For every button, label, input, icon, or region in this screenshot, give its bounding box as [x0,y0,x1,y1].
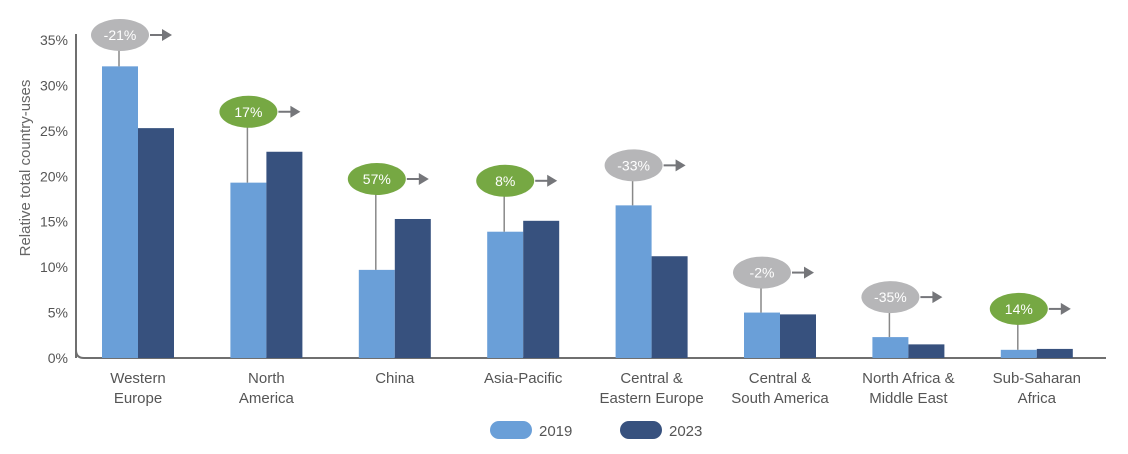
legend-label: 2023 [669,423,702,440]
arrow-icon [804,266,814,279]
change-label: 8% [495,173,515,189]
arrow-icon [418,172,429,185]
change-label: -21% [104,27,137,43]
category-label: North [248,370,285,387]
category-label: Central & [749,370,812,387]
bar-2023 [138,128,174,358]
arrow-icon [162,29,172,41]
bar-2019 [487,231,524,358]
category-label: Central & [620,370,683,387]
bar-2019 [230,182,267,358]
category-label: America [239,390,295,407]
y-tick-label: 15% [40,214,68,230]
change-label: -33% [617,157,650,173]
change-bubble [347,162,406,195]
category-label: Africa [1018,390,1057,407]
y-axis-label: Relative total country-uses [17,80,34,257]
category-label: Middle East [869,390,948,407]
category-label: China [375,370,415,387]
y-tick-label: 0% [48,350,68,366]
bar-2019 [872,337,909,358]
bar-2023 [908,344,945,358]
change-bubble [219,95,278,128]
change-label: 57% [363,171,391,187]
axes: 0% 5% 10% 15% 20% 25% 30% 35% [40,32,1106,366]
y-tick-label: 5% [48,305,68,321]
change-bubble [476,164,535,197]
arrow-icon [547,174,558,187]
y-tick-label: 35% [40,32,68,48]
bars [102,66,1073,358]
legend: 2019 2023 [490,421,702,440]
category-label: Europe [114,390,162,407]
legend-swatch-2019 [490,421,532,439]
y-tick-label: 10% [40,259,68,275]
change-label: 17% [234,104,262,120]
category-label: North Africa & [862,370,955,387]
arrow-icon [932,291,943,304]
bar-2019 [358,269,395,358]
bar-2019 [615,205,652,358]
change-label: -2% [750,265,775,281]
category-labels: Western Europe North America China Asia-Pacif… [110,370,1081,407]
y-tick-label: 25% [40,123,68,139]
y-tick-label: 30% [40,77,68,93]
change-label: 14% [1005,301,1033,317]
arrow-icon [1060,302,1071,315]
bar-2023 [394,218,431,358]
change-bubbles: -21% 17% 57% 8% -33% -2% -35% 14% [91,19,1071,350]
change-bubble [733,256,791,289]
axis-corner [75,349,85,359]
arrow-icon [675,159,686,172]
category-label: Sub-Saharan [993,370,1081,387]
bar-2019 [1000,349,1037,358]
change-bubble [989,292,1048,325]
legend-swatch-2023 [620,421,662,439]
category-label: Asia-Pacific [484,370,563,387]
change-bubble [861,281,920,314]
bar-2023 [523,220,560,358]
change-bubble [91,19,149,51]
bar-2023 [1036,348,1073,358]
bar-2023 [266,151,303,358]
category-label: Western [110,370,166,387]
category-label: Eastern Europe [599,390,703,407]
category-label: South America [731,390,829,407]
arrow-icon [290,105,301,118]
legend-label: 2019 [539,423,572,440]
y-axis-label-group: Relative total country-uses [17,80,34,257]
y-tick-label: 20% [40,168,68,184]
change-bubble [604,149,663,182]
change-label: -35% [874,289,907,305]
bar-2023 [780,314,816,358]
bar-2019 [744,312,780,358]
bar-2019 [102,66,138,358]
bar-2023 [651,256,688,358]
